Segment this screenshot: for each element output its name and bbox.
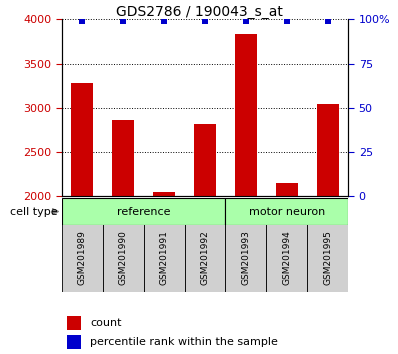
Bar [112, 120, 135, 196]
Text: GSM201994: GSM201994 [282, 230, 291, 285]
Bar [153, 192, 175, 196]
Bar [185, 223, 225, 292]
Bar [62, 198, 225, 225]
Bar [103, 223, 144, 292]
Bar [194, 124, 216, 196]
Text: GSM201991: GSM201991 [160, 230, 168, 285]
Text: GSM201989: GSM201989 [78, 230, 87, 285]
Text: GSM201993: GSM201993 [242, 230, 250, 285]
Text: GSM201990: GSM201990 [119, 230, 128, 285]
Bar [307, 223, 348, 292]
Bar [235, 34, 257, 196]
Text: count: count [90, 318, 121, 328]
Bar [225, 223, 266, 292]
Bar [71, 83, 94, 196]
Bar [67, 335, 82, 349]
Text: GSM201992: GSM201992 [201, 230, 209, 285]
Bar [275, 183, 298, 196]
Text: GDS2786 / 190043_s_at: GDS2786 / 190043_s_at [115, 5, 283, 19]
Bar [62, 223, 103, 292]
Bar [67, 316, 82, 330]
Text: GSM201995: GSM201995 [323, 230, 332, 285]
Bar [316, 104, 339, 196]
Text: percentile rank within the sample: percentile rank within the sample [90, 337, 278, 347]
Bar [266, 223, 307, 292]
Bar [225, 198, 348, 225]
Text: motor neuron: motor neuron [249, 206, 325, 217]
Text: reference: reference [117, 206, 170, 217]
Bar [144, 223, 185, 292]
Text: cell type: cell type [10, 206, 58, 217]
